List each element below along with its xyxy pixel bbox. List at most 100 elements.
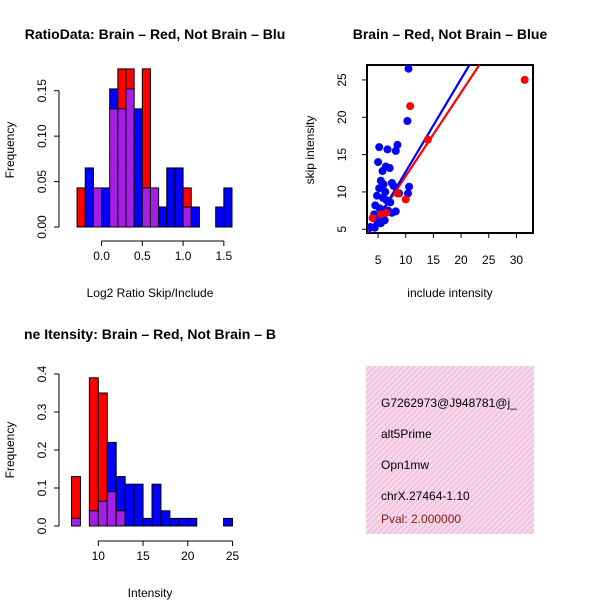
ratio-histogram-xlabel: Log2 Ratio Skip/Include bbox=[87, 286, 214, 300]
ratio-histogram-bar-not-brain bbox=[84, 167, 94, 228]
ratio-histogram-x-tick-label: 0.0 bbox=[93, 249, 110, 263]
scatter-xlabel: include intensity bbox=[407, 286, 492, 300]
ratio-histogram-y-tick-label: 0.10 bbox=[35, 124, 49, 148]
ratio-histogram-x-tick-label: 1.5 bbox=[216, 249, 233, 263]
intensity-histogram-bar-overlap-hatch bbox=[116, 510, 126, 526]
ratio-histogram-y-tick-label: 0.05 bbox=[35, 170, 49, 194]
scatter-point-not-brain bbox=[403, 117, 412, 125]
scatter-point-not-brain bbox=[385, 164, 394, 173]
ratio-histogram-bar-brain bbox=[141, 68, 151, 189]
intensity-histogram-y-tick-label: 0.2 bbox=[35, 441, 49, 458]
scatter-x-tick-label: 30 bbox=[510, 253, 524, 267]
scatter-x-tick-label: 10 bbox=[399, 253, 413, 267]
intensity-histogram-x-tick-label: 10 bbox=[92, 549, 106, 563]
scatter-point-not-brain bbox=[391, 146, 400, 155]
intensity-histogram-bar-not-brain bbox=[187, 517, 198, 527]
ratio-histogram-x-tick-label: 0.5 bbox=[134, 249, 151, 263]
intensity-histogram-bar-not-brain bbox=[124, 483, 135, 527]
intensity-histogram-y-tick-label: 0.4 bbox=[35, 365, 49, 382]
intensity-histogram-bar-not-brain bbox=[160, 510, 171, 527]
intensity-histogram-y-tick-label: 0.1 bbox=[35, 479, 49, 496]
ratio-histogram-bar-not-brain bbox=[174, 167, 184, 228]
scatter-point-not-brain bbox=[372, 191, 381, 200]
ratio-histogram-bar-not-brain bbox=[158, 206, 168, 228]
scatter-point-brain bbox=[406, 102, 415, 111]
intensity-histogram-title: ne Itensity: Brain – Red, Not Brain – B bbox=[24, 326, 276, 342]
intensity-scatter-panel: Brain – Red, Not Brain – Blue 5 10 15 20 25 3… bbox=[303, 26, 547, 300]
intensity-histogram-bar-overlap-hatch bbox=[71, 518, 81, 526]
scatter-point-brain bbox=[393, 189, 402, 198]
scatter-point-brain bbox=[368, 214, 377, 223]
intensity-histogram-bar-overlap-hatch bbox=[98, 501, 108, 526]
ratio-histogram-bar-overlap-hatch bbox=[183, 207, 192, 227]
ratio-histogram-x-tick-label: 1.0 bbox=[175, 249, 192, 263]
info-gene-name: Opn1mw bbox=[381, 458, 429, 472]
scatter-axes: 5 10 15 20 25 30 5 10 15 20 25 bbox=[335, 73, 523, 267]
scatter-point-not-brain bbox=[404, 65, 413, 73]
scatter-x-tick-label: 15 bbox=[427, 253, 441, 267]
intensity-histogram-bar-not-brain bbox=[106, 441, 117, 493]
scatter-point-brain bbox=[520, 75, 529, 84]
intensity-histogram-bar-not-brain bbox=[115, 476, 126, 512]
intensity-histogram-bar-brain bbox=[97, 392, 108, 502]
scatter-ylabel: skip intensity bbox=[303, 116, 317, 185]
ratio-histogram-ylabel: Frequency bbox=[3, 122, 17, 179]
ratio-histogram-bar-overlap-hatch bbox=[150, 187, 159, 227]
intensity-histogram-bar-not-brain bbox=[178, 517, 189, 527]
ratio-histogram-title: RatioData: Brain – Red, Not Brain – Blu bbox=[25, 26, 286, 42]
info-panel: G7262973@J948781@j_ alt5Prime Opn1mw chr… bbox=[366, 366, 534, 534]
scatter-y-tick-label: 10 bbox=[335, 185, 349, 199]
scatter-point-not-brain bbox=[375, 184, 384, 193]
scatter-plot-box bbox=[366, 64, 534, 234]
ratio-histogram-bar-brain bbox=[76, 187, 86, 228]
intensity-histogram-bar-not-brain bbox=[133, 483, 144, 527]
ratio-histogram-y-tick-label: 0.15 bbox=[35, 79, 49, 103]
ratio-histogram-panel: RatioData: Brain – Red, Not Brain – Blu … bbox=[3, 26, 285, 300]
intensity-histogram-axes: 0.0 0.1 0.2 0.3 0.4 10 15 20 25 bbox=[35, 365, 240, 563]
scatter-point-brain bbox=[423, 135, 432, 144]
ratio-histogram-bar-overlap-hatch bbox=[117, 108, 126, 227]
ratio-histogram-y-tick-label: 0.00 bbox=[35, 215, 49, 239]
ratio-histogram-bar-overlap-hatch bbox=[109, 108, 118, 227]
scatter-y-tick-label: 25 bbox=[335, 73, 349, 87]
ratio-histogram-bar-not-brain bbox=[190, 206, 200, 228]
info-panel-hatching bbox=[366, 366, 534, 534]
intensity-histogram-bars bbox=[70, 377, 234, 527]
intensity-histogram-xlabel: Intensity bbox=[128, 586, 173, 600]
intensity-histogram-bar-brain bbox=[88, 377, 99, 512]
scatter-point-not-brain bbox=[405, 182, 414, 191]
ratio-histogram-bar-not-brain bbox=[166, 167, 176, 228]
scatter-point-not-brain bbox=[374, 158, 383, 167]
scatter-point-not-brain bbox=[391, 207, 400, 216]
info-event-type: alt5Prime bbox=[381, 427, 432, 441]
scatter-title: Brain – Red, Not Brain – Blue bbox=[353, 26, 548, 42]
intensity-histogram-ylabel: Frequency bbox=[3, 422, 17, 479]
intensity-histogram-x-tick-label: 15 bbox=[136, 549, 150, 563]
scatter-point-not-brain bbox=[389, 181, 398, 190]
ratio-histogram-bar-not-brain bbox=[109, 88, 119, 110]
ratio-histogram-bar-overlap-hatch bbox=[126, 88, 135, 227]
scatter-point-not-brain bbox=[370, 223, 379, 232]
ratio-histogram-axes: 0.00 0.05 0.10 0.15 0.0 0.5 1.0 1.5 bbox=[35, 79, 233, 263]
scatter-point-brain bbox=[401, 195, 410, 204]
ratio-histogram-bar-brain bbox=[125, 68, 135, 90]
ratio-histogram-bar-brain bbox=[182, 187, 192, 208]
scatter-point-not-brain bbox=[378, 167, 387, 176]
intensity-histogram-y-tick-label: 0.0 bbox=[35, 517, 49, 534]
scatter-point-not-brain bbox=[386, 198, 395, 207]
scatter-point-not-brain bbox=[376, 219, 385, 228]
intensity-histogram-x-tick-label: 20 bbox=[181, 549, 195, 563]
ratio-histogram-bar-not-brain bbox=[101, 187, 111, 228]
intensity-histogram-bar-not-brain bbox=[151, 483, 162, 527]
intensity-histogram-bar-not-brain bbox=[142, 517, 153, 527]
intensity-histogram-x-tick-label: 25 bbox=[226, 549, 240, 563]
ratio-histogram-bar-brain bbox=[117, 68, 127, 110]
intensity-histogram-y-tick-label: 0.3 bbox=[35, 403, 49, 420]
scatter-y-tick-label: 20 bbox=[335, 110, 349, 124]
intensity-histogram-bar-brain bbox=[70, 476, 81, 519]
info-pval: Pval: 2.000000 bbox=[381, 512, 461, 526]
intensity-histogram-bar-overlap-hatch bbox=[89, 510, 99, 526]
scatter-point-not-brain bbox=[383, 145, 392, 154]
scatter-x-tick-label: 25 bbox=[482, 253, 496, 267]
info-locus: chrX.27464-1.10 bbox=[381, 489, 470, 503]
